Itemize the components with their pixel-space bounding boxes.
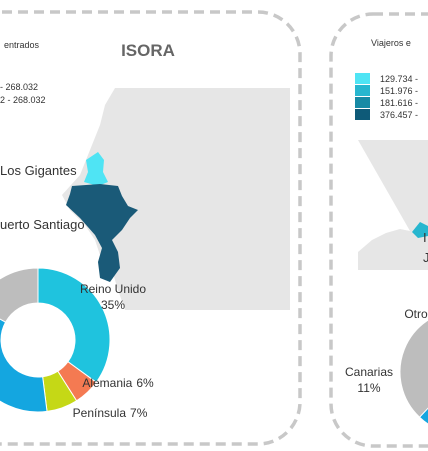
legend-item: 2 - 268.032 bbox=[0, 95, 46, 105]
legend-item: 151.976 - bbox=[380, 86, 418, 96]
legend-item: 376.457 - bbox=[380, 110, 418, 120]
legend-item: - 268.032 bbox=[0, 82, 38, 92]
slice-category: Península bbox=[73, 406, 127, 420]
slice-category: Otro bbox=[404, 307, 428, 321]
map-land bbox=[62, 88, 290, 310]
legend-title: Viajeros e bbox=[371, 38, 411, 48]
donut-slice bbox=[399, 319, 428, 418]
slice-label: Península 7% bbox=[73, 406, 148, 420]
slice-category: Alemania bbox=[82, 376, 132, 390]
map-label: Los Gigantes bbox=[0, 163, 77, 178]
legend-swatch bbox=[355, 109, 370, 120]
map-label: uerto Santiago bbox=[0, 217, 85, 232]
left-panel bbox=[0, 10, 302, 446]
donut-slice bbox=[0, 267, 39, 323]
slice-label: Otro bbox=[404, 307, 428, 321]
slice-category: Reino Unido bbox=[80, 282, 146, 296]
panel-title: ISORA bbox=[121, 41, 175, 60]
slice-label: Canarias 11% bbox=[345, 365, 393, 395]
map-label: I bbox=[423, 230, 427, 245]
legend-item: 129.734 - bbox=[380, 74, 418, 84]
municipality bbox=[84, 152, 108, 186]
slice-value: 6% bbox=[136, 376, 154, 390]
map-land bbox=[358, 140, 428, 270]
legend-title: entrados bbox=[4, 40, 40, 50]
municipality bbox=[412, 222, 428, 238]
slice-label: Reino Unido 35% bbox=[80, 282, 146, 312]
legend-swatch bbox=[355, 85, 370, 96]
slice-label: Alemania 6% bbox=[82, 376, 154, 390]
municipality bbox=[66, 184, 138, 282]
legend-swatch bbox=[355, 73, 370, 84]
legend-item: 181.616 - bbox=[380, 98, 418, 108]
right-panel bbox=[329, 12, 428, 448]
donut-slice bbox=[0, 318, 48, 413]
slice-category: Canarias bbox=[345, 365, 393, 379]
slice-value: 7% bbox=[130, 406, 148, 420]
donut-slice bbox=[37, 267, 111, 384]
slice-value: 11% bbox=[357, 381, 380, 395]
legend-swatch bbox=[355, 97, 370, 108]
map-label: J bbox=[423, 250, 428, 265]
slice-value: 35% bbox=[101, 298, 125, 312]
